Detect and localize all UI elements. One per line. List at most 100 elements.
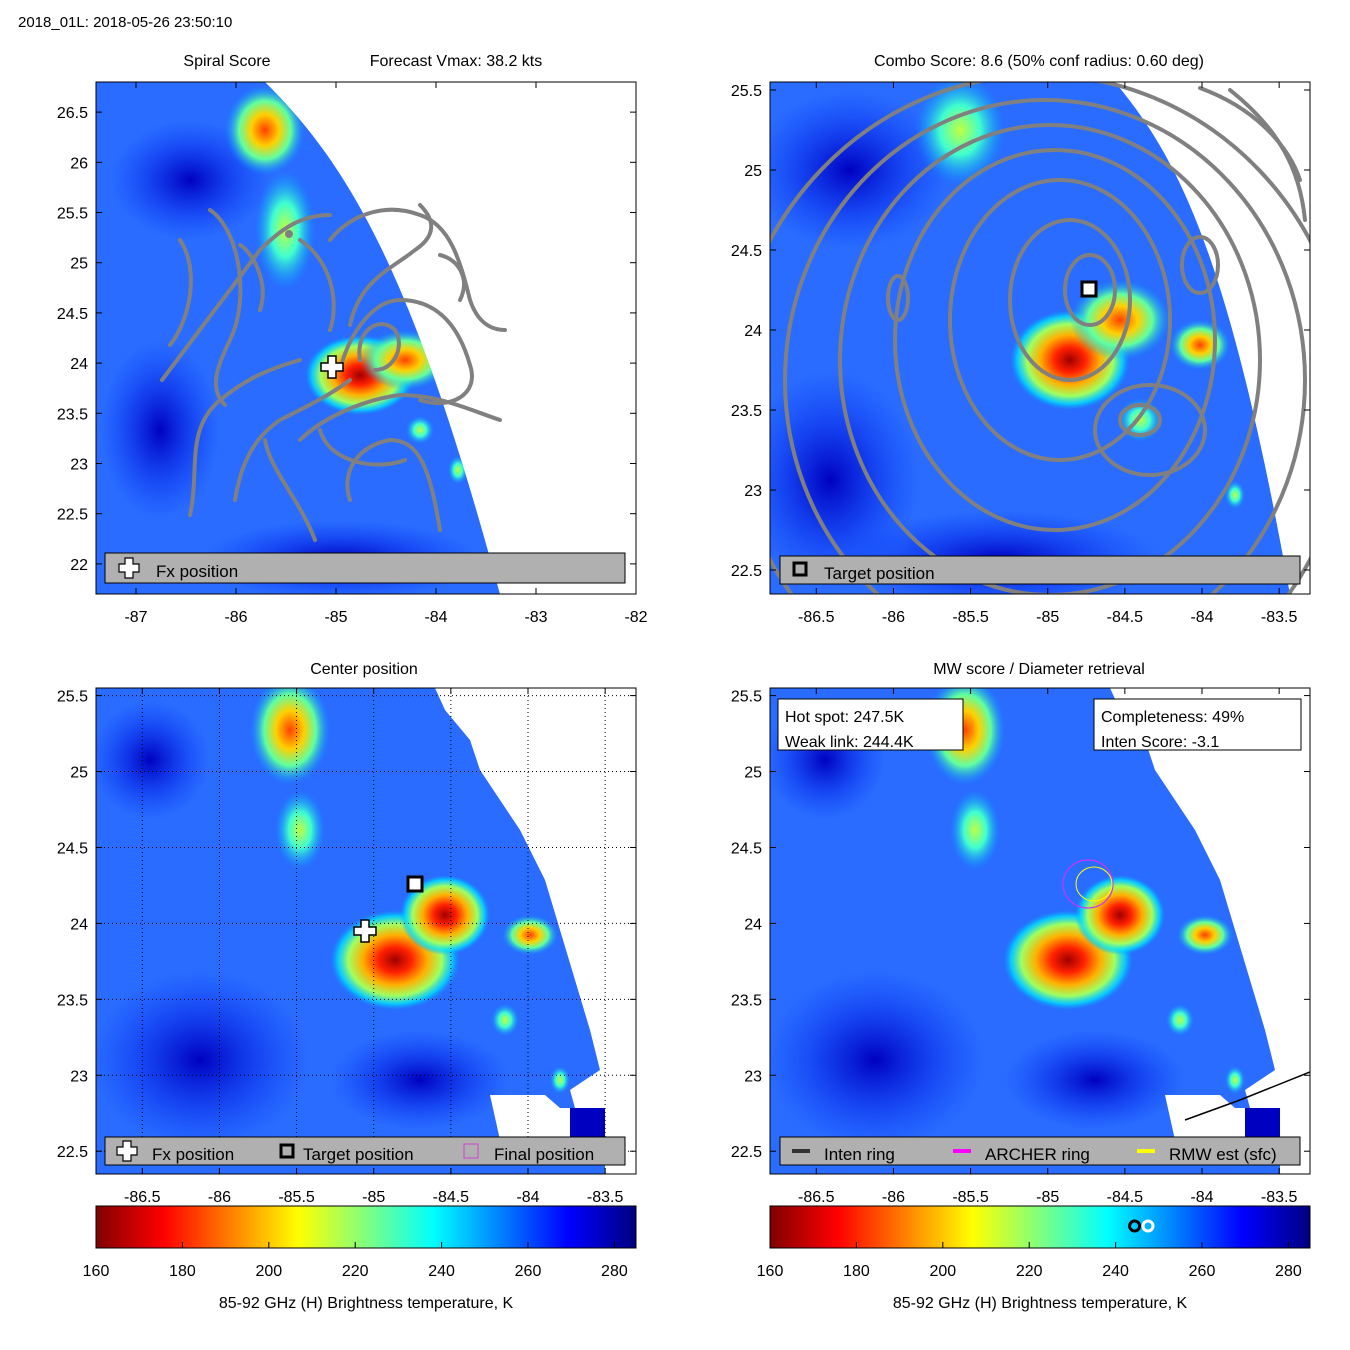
center-legend: Fx position Target position Final positi… (104, 1136, 626, 1166)
combo-legend: Target position (779, 555, 1301, 585)
combo-axes: -86.5 -86 -85.5 -85 -84.5 -84 -83.5 22.5 23 23.5 2… (731, 82, 1310, 626)
colorbar-tick-label: 240 (1102, 1263, 1129, 1280)
center-fx-marker (353, 919, 377, 943)
hot-spot-text: Hot spot: 247.5K (785, 709, 905, 726)
x-tick-label: -83.5 (1261, 609, 1298, 626)
colorbar-tick-label: 220 (1016, 1263, 1043, 1280)
x-tick-label: -85.5 (278, 1189, 315, 1206)
y-tick-label: 24 (70, 356, 88, 373)
colorbar-tick-label: 240 (428, 1263, 455, 1280)
legend-plus-icon (118, 557, 140, 579)
x-tick-label: -82 (624, 609, 647, 626)
colorbar-marker-weak-link (1141, 1219, 1155, 1233)
inten-score-text: Inten Score: -3.1 (1101, 734, 1219, 751)
y-tick-label: 23 (744, 1068, 762, 1085)
center-axes-box (95, 687, 637, 1175)
legend-square-icon (279, 1143, 295, 1159)
center-target-marker (406, 875, 424, 893)
spiral-vmax: Forecast Vmax: 38.2 kts (370, 53, 543, 70)
x-tick-label: -84 (1190, 609, 1213, 626)
x-tick-label: -84.5 (433, 1189, 470, 1206)
x-tick-label: -85 (324, 609, 347, 626)
y-tick-label: 23.5 (731, 992, 762, 1009)
x-tick-label: -85.5 (952, 609, 989, 626)
x-tick-label: -84 (516, 1189, 539, 1206)
center-grid (96, 688, 636, 1174)
y-tick-label: 25.5 (57, 689, 88, 706)
x-tick-label: -83.5 (1261, 1189, 1298, 1206)
spiral-heatmap (96, 82, 636, 594)
x-tick-label: -86.5 (798, 609, 835, 626)
y-tick-label: 22.5 (57, 507, 88, 524)
colorbar-tick-label: 200 (929, 1263, 956, 1280)
mw-legend-archer: ARCHER ring (985, 1145, 1090, 1164)
colorbar-tick-label: 220 (342, 1263, 369, 1280)
colorbar-tick-label: 180 (843, 1263, 870, 1280)
center-title: Center position (310, 661, 418, 678)
colorbar-right: 160 180 200 220 240 260 280 85-92 GHz (H) Brig… (757, 1205, 1311, 1312)
combo-title: Combo Score: 8.6 (50% conf radius: 0.60 … (874, 53, 1204, 70)
x-tick-label: -86 (882, 1189, 905, 1206)
x-tick-label: -85.5 (952, 1189, 989, 1206)
colorbar-tick-label: 160 (757, 1263, 784, 1280)
y-tick-label: 25.5 (731, 689, 762, 706)
spiral-title: Spiral Score (183, 53, 270, 70)
y-tick-label: 24.5 (57, 306, 88, 323)
y-tick-label: 22.5 (731, 1144, 762, 1161)
panel-combo: Combo Score: 8.6 (50% conf radius: 0.60 … (731, 53, 1311, 626)
x-tick-label: -84 (424, 609, 447, 626)
spiral-legend: Fx position (104, 552, 626, 584)
archer-ring (1062, 859, 1114, 909)
y-tick-label: 25 (70, 256, 88, 273)
x-tick-label: -85 (362, 1189, 385, 1206)
y-tick-label: 25 (744, 765, 762, 782)
center-heatmap (96, 688, 605, 1174)
x-tick-label: -83 (524, 609, 547, 626)
center-legend-target: Target position (303, 1145, 414, 1164)
y-tick-label: 22 (70, 557, 88, 574)
mw-heatmap (770, 688, 1310, 1174)
x-tick-label: -86 (882, 609, 905, 626)
spiral-legend-fx: Fx position (156, 562, 238, 581)
colorbar-tick-label: 260 (515, 1263, 542, 1280)
center-legend-fx: Fx position (152, 1145, 234, 1164)
y-tick-label: 25.5 (57, 206, 88, 223)
y-tick-label: 24.5 (731, 840, 762, 857)
x-tick-label: -86.5 (124, 1189, 161, 1206)
y-tick-label: 26.5 (57, 105, 88, 122)
colorbar-tick-label: 160 (83, 1263, 110, 1280)
spiral-axes-box (95, 81, 637, 595)
y-tick-label: 23.5 (57, 406, 88, 423)
y-tick-label: 25 (70, 765, 88, 782)
x-tick-label: -84 (1190, 1189, 1213, 1206)
combo-target-marker (1080, 280, 1098, 298)
y-tick-label: 22.5 (57, 1144, 88, 1161)
combo-heatmap (770, 82, 1310, 594)
panel-mw: MW score / Diameter retrieval Hot spot: … (731, 661, 1311, 1206)
mw-legend-rmw: RMW est (sfc) (1169, 1145, 1277, 1164)
legend-magenta-square-icon (463, 1143, 479, 1159)
y-tick-label: 26 (70, 155, 88, 172)
x-tick-label: -86.5 (798, 1189, 835, 1206)
weak-link-text: Weak link: 244.4K (785, 734, 914, 751)
y-tick-label: 25 (744, 163, 762, 180)
y-tick-label: 22.5 (731, 563, 762, 580)
combo-contours (770, 82, 1310, 594)
x-tick-label: -84.5 (1107, 1189, 1144, 1206)
y-tick-label: 23 (70, 1068, 88, 1085)
spiral-contours (160, 203, 507, 542)
colorbar-tick-label: 200 (255, 1263, 282, 1280)
y-tick-label: 24.5 (57, 840, 88, 857)
colorbar-marker-hot-spot (1128, 1219, 1142, 1233)
panel-spiral: Spiral Score Forecast Vmax: 38.2 kts (57, 53, 648, 626)
x-tick-label: -85 (1036, 609, 1059, 626)
center-axes: -86.5 -86 -85.5 -85 -84.5 -84 -83.5 22.5 23 23.5 2… (57, 688, 636, 1206)
rmw-ring (1075, 866, 1113, 902)
spiral-axes: -87 -86 -85 -84 -83 -82 22 22.5 23 23.5 24 24.5 25 25… (57, 82, 648, 626)
x-tick-label: -83.5 (587, 1189, 624, 1206)
colorbar-left-gradient (95, 1205, 637, 1249)
colorbar-left-label: 85-92 GHz (H) Brightness temperature, K (219, 1295, 514, 1312)
colorbar-right-label: 85-92 GHz (H) Brightness temperature, K (893, 1295, 1188, 1312)
spiral-fx-marker (320, 355, 344, 379)
